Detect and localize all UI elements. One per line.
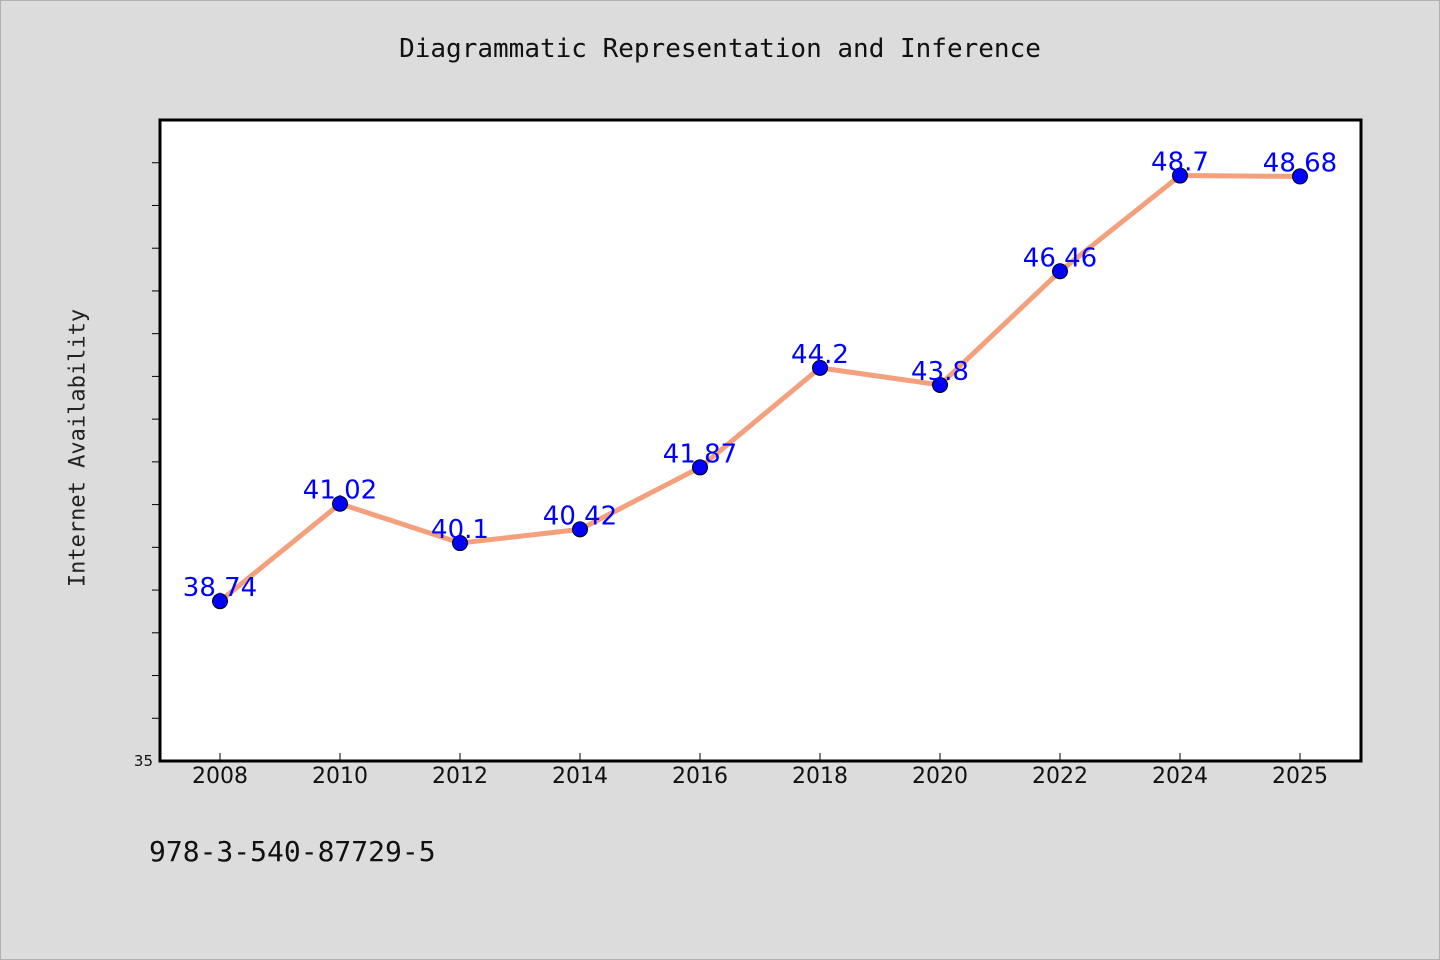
data-label: 48.7: [1151, 148, 1209, 178]
data-point: [1052, 263, 1068, 280]
data-point: [812, 359, 828, 376]
data-label: 40.1: [431, 515, 489, 545]
x-tick-label: 2014: [552, 764, 608, 789]
data-point: [332, 495, 348, 512]
x-tick-label: 2025: [1272, 764, 1328, 789]
isbn-text: 978-3-540-87729-5: [149, 835, 436, 868]
data-point: [1172, 167, 1188, 184]
data-point: [692, 459, 708, 476]
data-label: 46.46: [1023, 243, 1097, 273]
y-axis-ticks: [152, 162, 160, 719]
plot-area: [158, 118, 1363, 763]
data-label: 44.2: [791, 340, 849, 370]
data-labels: 38.74 41.02 40.1 40.42 41.87 44.2 43.8 46.46 48.…: [183, 148, 1337, 604]
x-tick-label: 2010: [312, 764, 368, 789]
data-markers: [212, 167, 1308, 610]
x-tick-label: 2016: [672, 764, 728, 789]
x-tick-label: 2024: [1152, 764, 1208, 789]
y-axis-min-label: 35: [134, 752, 153, 770]
data-point: [572, 521, 588, 538]
data-label: 48.68: [1263, 148, 1337, 178]
x-tick-label: 2018: [792, 764, 848, 789]
x-tick-label: 2022: [1032, 764, 1088, 789]
data-label: 41.87: [663, 439, 737, 469]
data-label: 38.74: [183, 573, 257, 603]
data-point: [932, 376, 948, 393]
x-tick-label: 2012: [432, 764, 488, 789]
data-point: [1292, 168, 1308, 185]
x-axis-ticks: 2008 2010 2012 2014 2016 2018 2020 2022 2024 2025: [192, 753, 1328, 789]
chart-title: Diagrammatic Representation and Inferenc…: [399, 34, 1041, 64]
data-label: 43.8: [911, 357, 969, 387]
data-point: [212, 593, 228, 610]
x-tick-label: 2008: [192, 764, 248, 789]
x-tick-label: 2020: [912, 764, 968, 789]
data-label: 41.02: [303, 476, 377, 506]
series-line: [217, 173, 1303, 604]
data-point: [452, 535, 468, 552]
data-label: 40.42: [543, 501, 617, 531]
